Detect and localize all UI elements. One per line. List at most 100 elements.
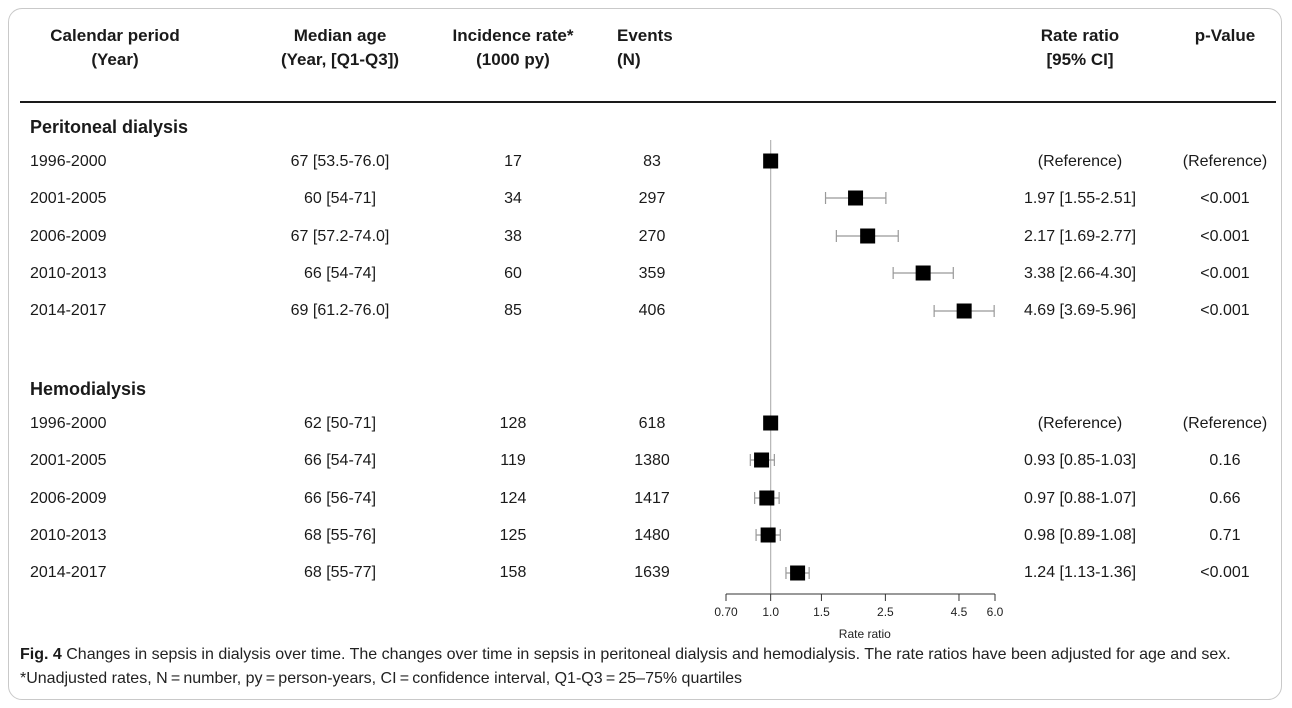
figure-frame: [8, 8, 1282, 700]
header-incidence: Incidence rate* (1000 py): [428, 24, 598, 72]
cell-age: 66 [56-74]: [303, 490, 377, 507]
cell-incidence: 60: [504, 265, 522, 282]
header-events-line2: (N): [617, 50, 641, 69]
section-title-hemodialysis: Hemodialysis: [30, 379, 147, 399]
caption-label: Fig. 4: [20, 646, 62, 663]
rate-ratio-marker: [760, 527, 776, 543]
cell-p-value: (Reference): [1182, 415, 1268, 432]
cell-incidence: 38: [504, 228, 522, 245]
cell-p-value: <0.001: [1200, 265, 1250, 282]
cell-period: 1996-2000: [30, 415, 107, 432]
x-axis-title: Rate ratio: [838, 627, 891, 641]
header-rr: Rate ratio [95% CI]: [1020, 24, 1140, 72]
header-events-line1: Events: [617, 26, 673, 45]
cell-period: 2006-2009: [30, 228, 107, 245]
cell-age: 67 [57.2-74.0]: [290, 228, 390, 245]
figure-caption: Fig. 4 Changes in sepsis in dialysis ove…: [20, 643, 1270, 691]
header-events: Events (N): [617, 24, 673, 72]
cell-age: 60 [54-71]: [303, 190, 377, 207]
cell-age: 66 [54-74]: [303, 452, 377, 469]
header-rule: [20, 101, 1276, 103]
cell-rate-ratio: 0.98 [0.89-1.08]: [1023, 527, 1137, 544]
x-tick-label: 0.70: [714, 605, 738, 619]
header-age: Median age (Year, [Q1-Q3]): [255, 24, 425, 72]
cell-period: 2006-2009: [30, 490, 107, 507]
rate-ratio-marker: [860, 228, 876, 244]
rate-ratio-marker: [759, 490, 775, 506]
cell-age: 66 [54-74]: [303, 265, 377, 282]
x-tick-label: 2.5: [877, 605, 894, 619]
rate-ratio-marker: [763, 153, 779, 169]
cell-incidence: 119: [500, 452, 526, 469]
cell-incidence: 85: [504, 302, 522, 319]
rate-ratio-marker: [915, 265, 931, 281]
cell-age: 62 [50-71]: [303, 415, 377, 432]
header-period: Calendar period (Year): [30, 24, 200, 72]
header-incidence-line1: Incidence rate*: [452, 26, 574, 45]
cell-incidence: 34: [504, 190, 522, 207]
rate-ratio-marker: [763, 415, 779, 431]
header-period-line1: Calendar period: [50, 26, 180, 45]
header-age-line1: Median age: [293, 26, 387, 45]
cell-events: 359: [638, 265, 666, 282]
cell-incidence: 125: [499, 527, 527, 544]
x-tick-label: 4.5: [951, 605, 968, 619]
cell-age: 67 [53.5-76.0]: [290, 153, 390, 170]
cell-incidence: 158: [499, 564, 527, 581]
cell-period: 1996-2000: [30, 153, 107, 170]
cell-rate-ratio: (Reference): [1037, 415, 1123, 432]
cell-p-value: 0.71: [1209, 527, 1241, 544]
cell-events: 1480: [634, 527, 670, 544]
cell-rate-ratio: 1.24 [1.13-1.36]: [1023, 564, 1137, 581]
cell-incidence: 17: [504, 153, 522, 170]
cell-p-value: 0.66: [1209, 490, 1241, 507]
cell-events: 1639: [634, 564, 670, 581]
header-p-line1: p-Value: [1194, 26, 1256, 45]
cell-period: 2010-2013: [30, 265, 107, 282]
cell-period: 2014-2017: [30, 564, 107, 581]
cell-rate-ratio: 4.69 [3.69-5.96]: [1023, 302, 1137, 319]
header-period-line2: (Year): [91, 50, 139, 69]
cell-p-value: <0.001: [1200, 564, 1250, 581]
cell-age: 69 [61.2-76.0]: [290, 302, 390, 319]
cell-rate-ratio: 1.97 [1.55-2.51]: [1023, 190, 1137, 207]
cell-rate-ratio: (Reference): [1037, 153, 1123, 170]
cell-events: 270: [638, 228, 666, 245]
cell-rate-ratio: 2.17 [1.69-2.77]: [1023, 228, 1137, 245]
x-tick-label: 1.5: [813, 605, 830, 619]
header-age-line2: (Year, [Q1-Q3]): [280, 50, 400, 69]
x-tick-label: 1.0: [762, 605, 779, 619]
cell-p-value: 0.16: [1209, 452, 1241, 469]
cell-period: 2014-2017: [30, 302, 107, 319]
header-p: p-Value: [1175, 24, 1275, 48]
cell-rate-ratio: 0.97 [0.88-1.07]: [1023, 490, 1137, 507]
cell-period: 2010-2013: [30, 527, 107, 544]
x-tick-label: 6.0: [987, 605, 1004, 619]
cell-events: 297: [638, 190, 666, 207]
section-title-peritoneal: Peritoneal dialysis: [30, 117, 189, 137]
cell-events: 1380: [634, 452, 670, 469]
cell-p-value: (Reference): [1182, 153, 1268, 170]
rate-ratio-marker: [754, 452, 770, 468]
cell-incidence: 124: [499, 490, 527, 507]
cell-p-value: <0.001: [1200, 228, 1250, 245]
cell-rate-ratio: 3.38 [2.66-4.30]: [1023, 265, 1137, 282]
rate-ratio-marker: [848, 190, 864, 206]
cell-age: 68 [55-76]: [303, 527, 377, 544]
cell-period: 2001-2005: [30, 452, 107, 469]
cell-rate-ratio: 0.93 [0.85-1.03]: [1023, 452, 1137, 469]
cell-age: 68 [55-77]: [303, 564, 377, 581]
cell-events: 618: [638, 415, 666, 432]
cell-events: 406: [638, 302, 666, 319]
cell-p-value: <0.001: [1200, 302, 1250, 319]
header-incidence-line2: (1000 py): [476, 50, 550, 69]
rate-ratio-marker: [956, 303, 972, 319]
rate-ratio-marker: [790, 565, 806, 581]
cell-period: 2001-2005: [30, 190, 107, 207]
cell-incidence: 128: [499, 415, 527, 432]
header-rr-line1: Rate ratio: [1040, 26, 1120, 45]
cell-p-value: <0.001: [1200, 190, 1250, 207]
header-rr-line2: [95% CI]: [1046, 50, 1114, 69]
cell-events: 83: [643, 153, 661, 170]
